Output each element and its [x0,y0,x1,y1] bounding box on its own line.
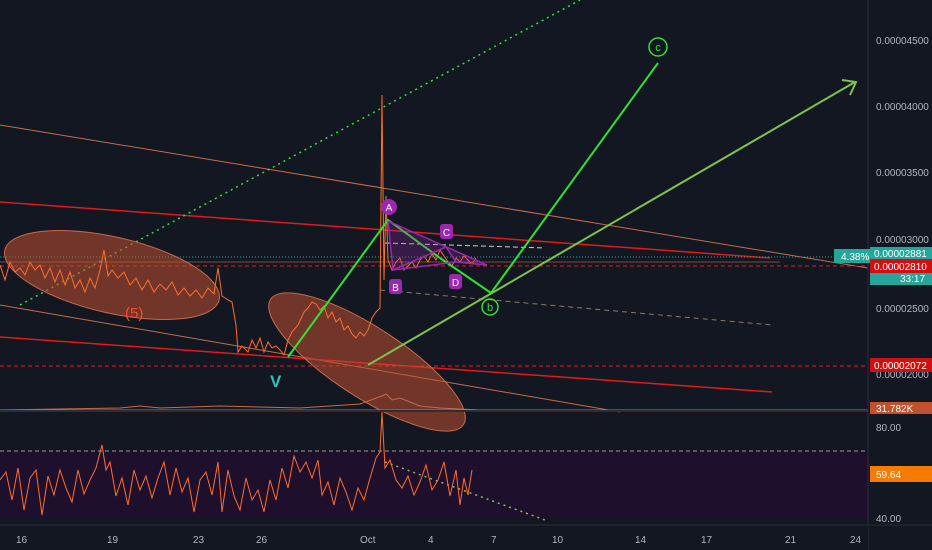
wave-small-b-marker: b [481,298,499,316]
time-tick-16: 16 [16,535,28,546]
price-tick-2000: 0.00002000 [876,370,929,381]
time-tick-19: 19 [107,535,119,546]
svg-text:A: A [386,203,393,214]
support-price-badge: 0.00002072 [870,358,932,372]
time-axis[interactable]: 16 19 23 26 Oct 4 7 10 14 17 21 24 [0,524,932,550]
price-tick-4000: 0.00004000 [876,102,929,113]
green-wave-arrowhead [841,79,858,96]
wave-b-marker: B [389,279,402,294]
price-panel[interactable] [0,0,869,454]
volume-series [0,393,481,411]
svg-text:b: b [487,302,493,314]
time-tick-oct: Oct [360,535,376,546]
time-tick-23: 23 [193,535,205,546]
change-pct-badge: 4.38% [834,249,870,263]
rsi-tick-80: 80.00 [876,423,901,434]
svg-text:B: B [392,283,399,294]
svg-text:C: C [443,228,450,239]
green-wave-arrow-line [367,81,856,366]
svg-text:D: D [452,278,459,289]
price-tick-3500: 0.00003500 [876,168,929,179]
wave-v-ellipse [268,292,466,432]
svg-text:0.00002072: 0.00002072 [874,361,927,372]
svg-text:4.38%: 4.38% [841,252,869,263]
last-price-top-badge: 0.00002881 [870,247,932,260]
triangle-upper-dashed [384,242,546,249]
time-tick-14: 14 [635,535,647,546]
rsi-panel[interactable] [0,411,868,521]
time-tick-24: 24 [850,535,862,546]
price-tick-4500: 0.00004500 [876,36,929,47]
rsi-band [0,451,868,518]
time-tick-10: 10 [552,535,564,546]
wave-small-c-marker: c [648,37,668,57]
svg-text:0.00002881: 0.00002881 [874,249,927,260]
time-tick-4: 4 [428,535,434,546]
svg-text:33:17: 33:17 [900,274,925,285]
rsi-value-badge: 59.64 [870,466,932,482]
fib-trendline-upper [0,124,869,269]
wave5-ellipse [3,229,221,321]
wave-v-label: V [270,372,282,391]
green-dotted-trendline [19,0,581,306]
rsi-tick-40: 40.00 [876,514,901,525]
time-tick-21: 21 [785,535,797,546]
countdown-badge: 33:17 [870,273,932,285]
price-tick-2500: 0.00002500 [876,304,929,315]
svg-text:c: c [655,42,661,54]
wave-d-marker: D [449,274,462,289]
channel-midline-dashed [379,289,773,326]
rsi-trendline-dotted [384,461,546,521]
svg-text:0.00002810: 0.00002810 [874,262,927,273]
price-tick-3000: 0.00003000 [876,235,929,246]
wave5-label: (5) [125,305,143,322]
price-axis[interactable]: 0.00004500 0.00004000 0.00003500 0.00003… [834,0,932,550]
green-wave-main [287,62,659,358]
wave-c-marker: C [440,224,453,239]
time-tick-7: 7 [491,535,497,546]
purple-abcd-pattern [387,220,488,272]
time-tick-17: 17 [701,535,713,546]
wave-a-marker: A [381,199,397,215]
last-price-badge: 0.00002810 [870,259,932,273]
svg-text:31.782K: 31.782K [876,404,914,415]
svg-text:59.64: 59.64 [876,470,901,481]
volume-badge: 31.782K [870,402,932,415]
time-tick-26: 26 [256,535,268,546]
rsi-series [0,411,473,516]
purple-pattern-line-b [392,261,457,271]
